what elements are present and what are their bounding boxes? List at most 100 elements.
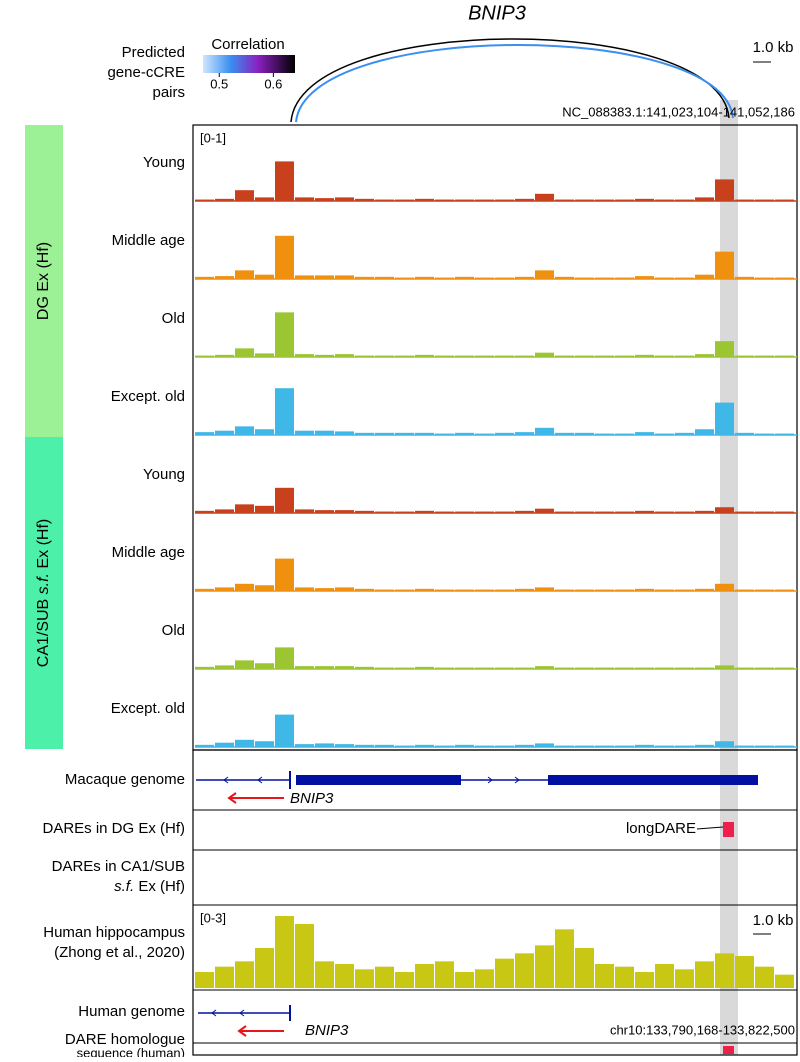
signal-bar bbox=[735, 276, 754, 279]
signal-bar bbox=[635, 432, 654, 435]
signal-bar bbox=[515, 198, 534, 201]
group-label: CA1/SUB s.f. Ex (Hf) bbox=[35, 519, 52, 667]
signal-bar bbox=[255, 741, 274, 747]
signal-bar bbox=[535, 743, 554, 747]
row-label: Middle age bbox=[112, 232, 185, 249]
signal-bar bbox=[715, 665, 734, 669]
signal-bar bbox=[335, 431, 354, 435]
signal-bar bbox=[215, 587, 234, 591]
row-label: Except. old bbox=[111, 700, 185, 717]
row-label: sequence (human) bbox=[77, 1045, 185, 1057]
signal-bar bbox=[615, 966, 634, 988]
signal-bar bbox=[195, 588, 214, 591]
signal-bar bbox=[295, 354, 314, 357]
signal-bar bbox=[255, 948, 274, 988]
signal-bar bbox=[715, 953, 734, 988]
signal-bar bbox=[535, 508, 554, 513]
signal-bar bbox=[415, 964, 434, 988]
scale-bar-label: 1.0 kb bbox=[753, 912, 794, 929]
signal-bar bbox=[215, 742, 234, 747]
signal-bar bbox=[635, 588, 654, 591]
signal-bar bbox=[195, 744, 214, 747]
row-label: Human genome bbox=[78, 1003, 185, 1020]
signal-bar bbox=[455, 972, 474, 988]
strand-arrows bbox=[223, 776, 520, 784]
signal-bar bbox=[715, 341, 734, 357]
strand-arrows bbox=[211, 1009, 245, 1017]
leader-line bbox=[696, 826, 724, 830]
signal-bar bbox=[195, 666, 214, 669]
signal-bar bbox=[235, 426, 254, 435]
signal-bar bbox=[695, 744, 714, 747]
row-label: Old bbox=[162, 310, 185, 327]
signal-bar bbox=[415, 432, 434, 435]
signal-bar bbox=[215, 966, 234, 988]
group-bar bbox=[25, 437, 63, 749]
gene-label: BNIP3 bbox=[305, 1022, 349, 1039]
signal-bar bbox=[395, 972, 414, 988]
coordinates: NC_088383.1:141,023,104-141,052,186 bbox=[562, 104, 795, 119]
signal-bar bbox=[395, 432, 414, 435]
signal-bar bbox=[635, 354, 654, 357]
row-label: Young bbox=[143, 154, 185, 171]
exon bbox=[548, 775, 758, 785]
signal-bar bbox=[335, 197, 354, 201]
signal-bar bbox=[295, 744, 314, 747]
signal-bar bbox=[515, 953, 534, 988]
signal-bar bbox=[415, 744, 434, 747]
signal-bar bbox=[695, 961, 714, 988]
signal-bar bbox=[215, 276, 234, 279]
signal-bar bbox=[535, 193, 554, 201]
signal-bar bbox=[255, 505, 274, 513]
signal-bar bbox=[455, 744, 474, 747]
signal-bar bbox=[335, 964, 354, 988]
signal-bar bbox=[535, 427, 554, 435]
signal-bar bbox=[235, 961, 254, 988]
label-part: s.f. bbox=[114, 878, 134, 895]
arc-label: pairs bbox=[152, 84, 185, 101]
signal-bar bbox=[695, 588, 714, 591]
signal-bar bbox=[255, 585, 274, 591]
signal-bar bbox=[695, 354, 714, 357]
row-label: DARE homologue bbox=[65, 1031, 185, 1048]
signal-bar bbox=[335, 666, 354, 669]
signal-bar bbox=[415, 588, 434, 591]
signal-bar bbox=[215, 509, 234, 513]
group-bar bbox=[25, 125, 63, 437]
signal-bar bbox=[695, 510, 714, 513]
signal-bar bbox=[295, 666, 314, 669]
signal-bar bbox=[535, 270, 554, 279]
signal-bar bbox=[275, 647, 294, 669]
row-label: s.f. Ex (Hf) bbox=[114, 878, 185, 895]
signal-bar bbox=[215, 198, 234, 201]
signal-bar bbox=[275, 558, 294, 591]
signal-bar bbox=[295, 587, 314, 591]
signal-bar bbox=[595, 964, 614, 988]
gene-label: BNIP3 bbox=[290, 790, 334, 807]
arc bbox=[295, 44, 734, 123]
signal-bar bbox=[315, 961, 334, 988]
signal-bar bbox=[635, 276, 654, 279]
row-label: Human hippocampus bbox=[43, 924, 185, 941]
row-label: Macaque genome bbox=[65, 771, 185, 788]
signal-bar bbox=[735, 432, 754, 435]
row-label: DAREs in CA1/SUB bbox=[52, 858, 185, 875]
signal-bar bbox=[215, 430, 234, 435]
signal-bar bbox=[715, 741, 734, 747]
signal-bar bbox=[275, 235, 294, 279]
signal-bar bbox=[555, 432, 574, 435]
colorbar-tick-label: 0.6 bbox=[264, 76, 282, 91]
signal-bar bbox=[675, 969, 694, 988]
signal-bar bbox=[375, 276, 394, 279]
signal-bar bbox=[295, 275, 314, 279]
signal-bar bbox=[235, 739, 254, 747]
signal-bar bbox=[375, 966, 394, 988]
signal-bar bbox=[375, 432, 394, 435]
signal-bar bbox=[515, 588, 534, 591]
signal-bar bbox=[315, 743, 334, 747]
row-label: DAREs in DG Ex (Hf) bbox=[42, 820, 185, 837]
label-part: Ex (Hf) bbox=[134, 878, 185, 895]
signal-bar bbox=[295, 509, 314, 513]
signal-bar bbox=[195, 972, 214, 988]
